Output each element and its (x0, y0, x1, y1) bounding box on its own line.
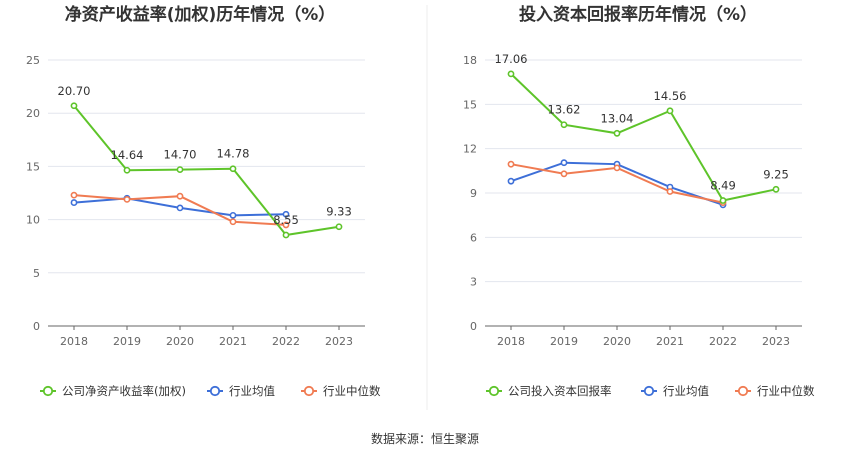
legend-marker (209, 385, 221, 397)
legend-label: 行业均值 (229, 384, 275, 398)
legend-item[interactable]: 行业均值 (207, 384, 275, 398)
y-tick-label: 18 (463, 54, 477, 67)
data-label: 13.04 (601, 111, 634, 125)
legend-item[interactable]: 公司投入资本回报率 (486, 384, 612, 398)
roic-chart: 投入资本回报率历年情况（%） 0 3 6 9 12 15 18 2018 2019 2020 2021… (463, 4, 815, 398)
data-point (176, 192, 184, 200)
data-label: 9.25 (763, 167, 789, 181)
y-tick-label: 5 (33, 267, 40, 280)
data-point (560, 159, 568, 167)
data-label: 8.49 (710, 179, 736, 193)
data-point (123, 166, 131, 174)
x-tick-label: 2019 (550, 335, 578, 348)
x-tick-label: 2023 (762, 335, 790, 348)
data-label: 9.33 (326, 205, 352, 219)
data-point (560, 170, 568, 178)
y-tick-label: 0 (33, 320, 40, 333)
data-point (772, 185, 780, 193)
data-point (666, 107, 674, 115)
y-tick-label: 10 (26, 214, 40, 227)
data-point (282, 210, 290, 218)
legend-label: 公司投入资本回报率 (508, 384, 612, 398)
legend-item[interactable]: 行业均值 (641, 384, 709, 398)
data-label: 13.62 (548, 103, 581, 117)
data-label: 14.64 (111, 148, 144, 162)
y-tick-label: 0 (470, 320, 477, 333)
legend-marker (737, 385, 749, 397)
data-point (229, 211, 237, 219)
x-tick-label: 2021 (219, 335, 247, 348)
data-label: 20.70 (58, 84, 91, 98)
legend-item[interactable]: 公司净资产收益率(加权) (40, 384, 186, 398)
y-tick-label: 6 (470, 231, 477, 244)
y-tick-label: 15 (26, 160, 40, 173)
data-label: 17.06 (495, 52, 528, 66)
data-point (507, 177, 515, 185)
data-point (282, 231, 290, 239)
series-line (510, 73, 777, 202)
data-point (282, 221, 290, 229)
data-point (70, 199, 78, 206)
data-point (613, 164, 621, 172)
x-tick-label: 2022 (709, 335, 737, 348)
x-tick-label: 2020 (603, 335, 631, 348)
legend-item[interactable]: 行业中位数 (301, 384, 381, 398)
data-point (70, 102, 78, 110)
data-point (560, 121, 568, 129)
x-tick-label: 2018 (60, 335, 88, 348)
data-point (123, 195, 131, 203)
y-tick-label: 3 (470, 276, 477, 289)
legend-marker (643, 385, 655, 397)
data-point (613, 129, 621, 137)
data-label: 14.78 (217, 147, 250, 161)
data-point (666, 188, 674, 195)
legend-marker (488, 385, 500, 397)
legend-marker (303, 385, 315, 397)
y-tick-label: 20 (26, 107, 40, 120)
data-point (229, 165, 237, 173)
data-label: 14.56 (654, 89, 687, 103)
y-tick-label: 25 (26, 54, 40, 67)
x-tick-label: 2019 (113, 335, 141, 348)
data-point (335, 223, 343, 231)
data-point (176, 204, 184, 212)
data-source-note: 数据来源：恒生聚源 (371, 431, 479, 446)
roe-chart: 净资产收益率(加权)历年情况（%） 0 5 10 15 20 25 2018 2019 2020 2… (26, 4, 381, 398)
series-line (73, 105, 340, 237)
chart-title: 净资产收益率(加权)历年情况（%） (65, 4, 336, 25)
legend-label: 行业均值 (663, 384, 709, 398)
data-label: 8.55 (273, 213, 299, 227)
data-point (719, 197, 727, 204)
legend-label: 行业中位数 (323, 384, 381, 398)
data-point (176, 166, 184, 173)
y-tick-label: 9 (470, 187, 477, 200)
data-label: 14.70 (164, 148, 197, 162)
data-point (70, 191, 78, 199)
x-tick-label: 2020 (166, 335, 194, 348)
legend-item[interactable]: 行业中位数 (735, 384, 815, 398)
x-tick-label: 2023 (325, 335, 353, 348)
legend-label: 公司净资产收益率(加权) (62, 384, 186, 398)
legend-marker (42, 385, 54, 397)
y-tick-label: 12 (463, 143, 477, 156)
x-tick-label: 2018 (497, 335, 525, 348)
data-point (507, 160, 515, 168)
x-tick-label: 2021 (656, 335, 684, 348)
legend-label: 行业中位数 (757, 384, 815, 398)
data-point (507, 70, 515, 78)
x-tick-label: 2022 (272, 335, 300, 348)
chart-title: 投入资本回报率历年情况（%） (519, 4, 757, 25)
y-tick-label: 15 (463, 98, 477, 111)
data-point (229, 218, 237, 226)
